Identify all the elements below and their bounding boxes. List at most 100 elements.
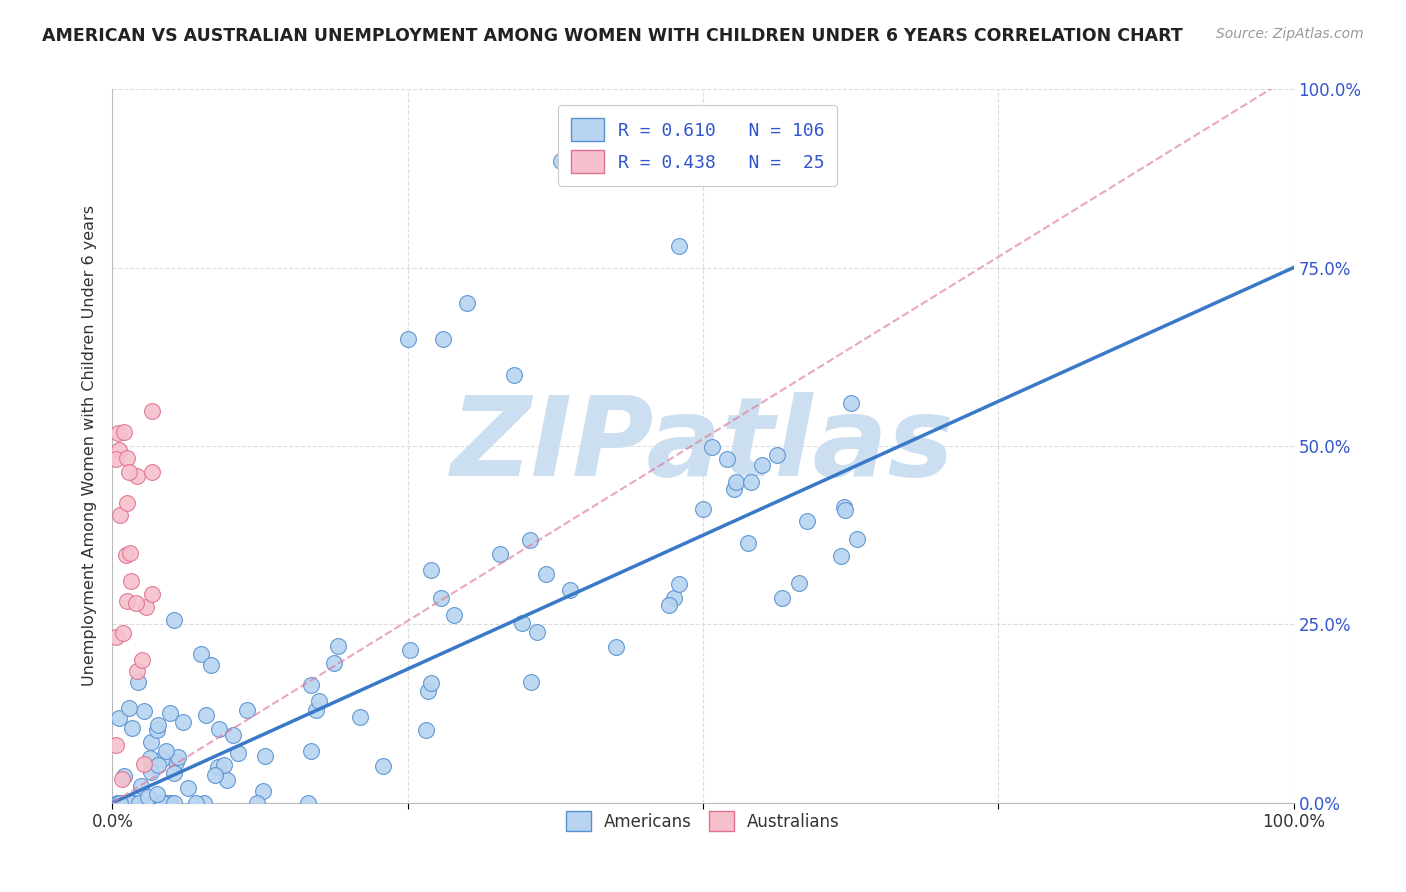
Point — [157, 796, 180, 810]
Point — [115, 548, 138, 562]
Point — [107, 796, 129, 810]
Point — [322, 656, 344, 670]
Point — [789, 575, 811, 590]
Point — [107, 796, 129, 810]
Point — [120, 574, 142, 589]
Point — [112, 769, 135, 783]
Point — [141, 465, 163, 479]
Y-axis label: Unemployment Among Women with Children Under 6 years: Unemployment Among Women with Children U… — [82, 205, 97, 687]
Point — [153, 796, 176, 810]
Point — [149, 796, 172, 810]
Point — [159, 796, 181, 810]
Point — [145, 723, 167, 737]
Point — [305, 704, 328, 718]
Point — [751, 458, 773, 472]
Point — [163, 613, 186, 627]
Point — [177, 781, 200, 796]
Point — [702, 440, 724, 454]
Point — [550, 153, 572, 168]
Point — [716, 452, 738, 467]
Point — [326, 640, 349, 654]
Point — [834, 500, 856, 515]
Point — [193, 796, 215, 810]
Point — [308, 694, 330, 708]
Point — [148, 718, 170, 732]
Point — [115, 496, 138, 510]
Text: AMERICAN VS AUSTRALIAN UNEMPLOYMENT AMONG WOMEN WITH CHILDREN UNDER 6 YEARS CORR: AMERICAN VS AUSTRALIAN UNEMPLOYMENT AMON… — [42, 27, 1182, 45]
Point — [252, 783, 274, 797]
Point — [146, 758, 169, 772]
Point — [246, 796, 269, 810]
Point — [132, 704, 155, 718]
Point — [534, 567, 557, 582]
Point — [107, 796, 129, 810]
Point — [226, 746, 249, 760]
Point — [222, 728, 245, 742]
Point — [416, 684, 439, 698]
Legend: Americans, Australians: Americans, Australians — [560, 805, 846, 838]
Point — [167, 750, 190, 764]
Point — [125, 596, 148, 610]
Point — [839, 396, 862, 410]
Point — [150, 796, 173, 810]
Point — [510, 615, 533, 630]
Point — [105, 630, 128, 644]
Point — [399, 643, 422, 657]
Point — [770, 591, 793, 606]
Point — [141, 403, 163, 417]
Point — [520, 675, 543, 690]
Point — [737, 536, 759, 550]
Point — [208, 722, 231, 736]
Point — [107, 426, 129, 441]
Point — [668, 577, 690, 591]
Point — [725, 475, 748, 489]
Point — [420, 563, 443, 577]
Point — [443, 608, 465, 623]
Point — [204, 768, 226, 782]
Point — [108, 508, 131, 522]
Point — [108, 443, 131, 458]
Point — [108, 711, 131, 725]
Point — [127, 469, 149, 483]
Point — [163, 766, 186, 780]
Point — [159, 706, 181, 721]
Point — [489, 547, 512, 561]
Point — [692, 501, 714, 516]
Point — [456, 296, 478, 310]
Point — [740, 475, 762, 489]
Point — [373, 759, 395, 773]
Point — [118, 701, 141, 715]
Point — [107, 796, 129, 810]
Point — [141, 587, 163, 601]
Point — [152, 796, 174, 810]
Point — [664, 591, 686, 606]
Point — [163, 796, 186, 810]
Point — [766, 448, 789, 462]
Text: ZIPatlas: ZIPatlas — [451, 392, 955, 500]
Point — [212, 758, 235, 772]
Point — [558, 582, 581, 597]
Point — [112, 425, 135, 439]
Point — [138, 789, 160, 804]
Point — [165, 756, 187, 770]
Point — [796, 515, 818, 529]
Point — [146, 787, 169, 801]
Point — [139, 735, 162, 749]
Point — [172, 714, 194, 729]
Point — [349, 710, 371, 724]
Point — [111, 772, 134, 787]
Point — [236, 702, 259, 716]
Point — [200, 658, 222, 673]
Point — [110, 796, 132, 810]
Point — [155, 744, 177, 758]
Point — [115, 594, 138, 608]
Point — [723, 483, 745, 497]
Point — [120, 546, 142, 560]
Point — [134, 756, 156, 771]
Point — [668, 239, 690, 253]
Point — [834, 503, 856, 517]
Point — [139, 764, 162, 779]
Point — [526, 624, 548, 639]
Point — [121, 721, 143, 735]
Point — [217, 773, 239, 788]
